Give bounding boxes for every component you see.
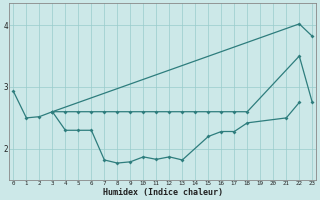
X-axis label: Humidex (Indice chaleur): Humidex (Indice chaleur) bbox=[103, 188, 223, 197]
